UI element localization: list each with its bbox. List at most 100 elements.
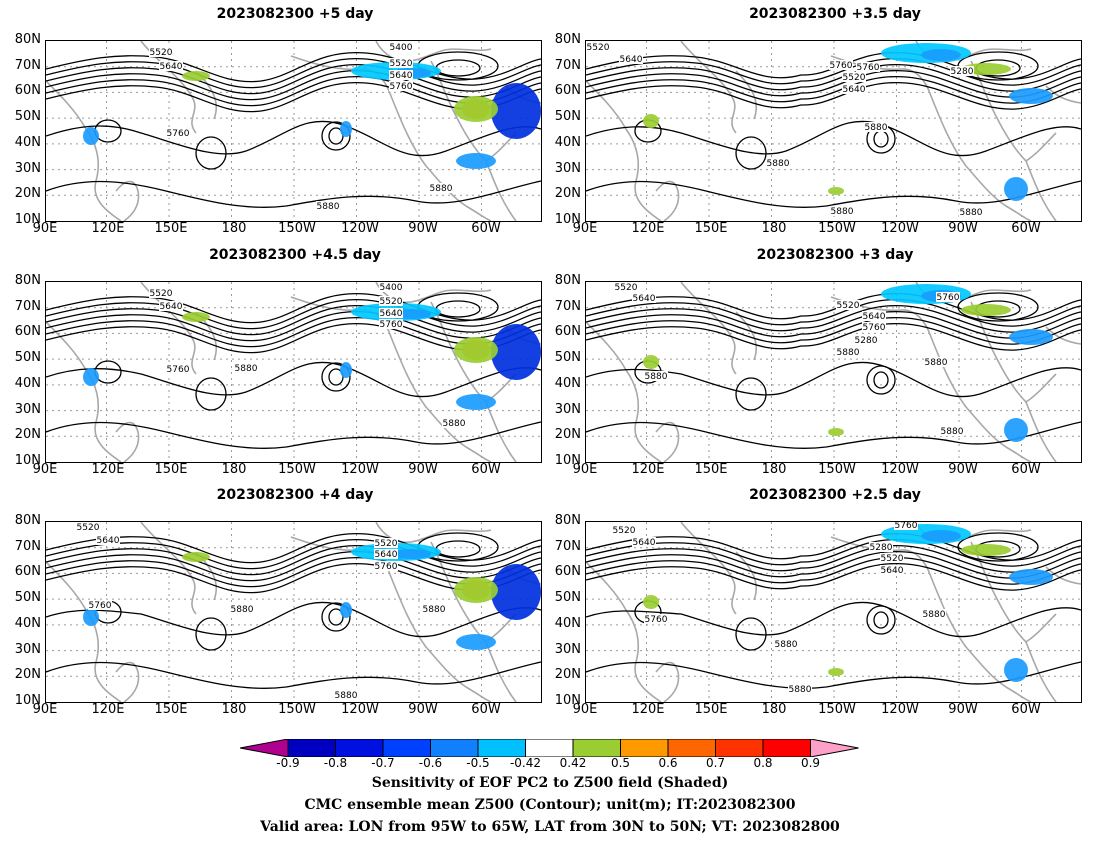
x-axis-label: 150W	[818, 462, 856, 477]
x-axis-label: 150W	[818, 702, 856, 717]
x-axis-label: 90E	[32, 462, 58, 477]
y-axis-label: 40N	[14, 615, 41, 631]
contour-label: 5760	[167, 365, 190, 375]
x-axis-label: 120E	[91, 702, 125, 717]
y-axis-label: 50N	[14, 590, 41, 606]
contour-label: 5880	[423, 605, 446, 615]
contour-label: 5280	[951, 67, 974, 77]
x-axis-label: 90E	[32, 221, 58, 236]
x-axis-label: 120E	[631, 702, 665, 717]
x-axis-label: 120E	[91, 221, 125, 236]
x-axis-label: 60W	[471, 221, 501, 236]
colorbar	[240, 739, 859, 757]
x-axis-label: 90E	[572, 221, 598, 236]
contour-label: 5520	[380, 297, 403, 307]
y-axis-label: 10N	[554, 212, 581, 227]
x-axis-label: 150E	[694, 221, 728, 236]
contour-label: 5640	[633, 538, 656, 548]
y-axis-label: 80N	[554, 32, 581, 47]
y-axis-label: 80N	[14, 273, 41, 288]
x-axis-label: 150E	[154, 462, 188, 477]
y-axis-label: 30N	[14, 160, 41, 176]
contour-label: 5400	[380, 283, 403, 293]
x-axis-label: 150E	[154, 702, 188, 717]
y-axis-label: 10N	[14, 693, 41, 708]
y-axis-label: 60N	[14, 324, 41, 340]
colorbar-segment	[620, 739, 669, 757]
x-axis-label: 180	[221, 462, 247, 477]
colorbar-tick-label: 0.6	[658, 756, 678, 770]
x-axis-label: 90W	[948, 702, 978, 717]
contour-label: 5520	[77, 523, 100, 533]
y-axis-label: 50N	[554, 350, 581, 366]
contour-label: 5400	[390, 43, 413, 53]
x-axis-label: 150W	[278, 702, 316, 717]
contour-label: 5640	[160, 302, 183, 312]
y-axis-label: 50N	[554, 109, 581, 125]
colorbar-segment	[525, 739, 574, 757]
colorbar-segment	[667, 739, 716, 757]
contour-label: 5880	[443, 419, 466, 429]
x-axis-label: 60W	[471, 462, 501, 477]
x-axis-label: 180	[221, 221, 247, 236]
colorbar-segment	[762, 739, 811, 757]
y-axis-label: 70N	[14, 298, 41, 314]
y-axis-label: 40N	[14, 375, 41, 391]
y-axis-label: 10N	[14, 212, 41, 227]
y-axis-label: 30N	[14, 401, 41, 417]
contour-label: 5640	[881, 566, 904, 576]
colorbar-segment	[477, 739, 526, 757]
contour-label: 5520	[615, 283, 638, 293]
y-axis-label: 60N	[14, 564, 41, 580]
map-panel: 5520 5640 5520 5640 5760 5760 5880 5880 5880	[45, 521, 542, 703]
panel-title: 2023082300 +2.5 day	[749, 487, 921, 503]
contour-label: 5880	[775, 640, 798, 650]
y-axis-label: 70N	[554, 538, 581, 554]
contour-label: 5640	[97, 536, 120, 546]
contour-label: 5520	[150, 289, 173, 299]
map-panel: 5520 5640 5280 5520 5640 5760 5760 5880 5880 5880	[585, 521, 1082, 703]
colorbar-segment	[430, 739, 479, 757]
contour-label: 5760	[167, 129, 190, 139]
panel-title: 2023082300 +5 day	[216, 6, 374, 22]
x-axis-label: 90W	[408, 221, 438, 236]
x-axis-label: 60W	[471, 702, 501, 717]
contour-label: 5280	[855, 336, 878, 346]
x-axis-label: 150W	[278, 221, 316, 236]
y-axis-label: 20N	[14, 186, 41, 202]
contour-label: 5760	[645, 615, 668, 625]
x-axis-label: 60W	[1011, 702, 1041, 717]
x-axis-label: 120E	[631, 462, 665, 477]
y-axis-label: 70N	[554, 57, 581, 73]
y-axis-label: 10N	[554, 693, 581, 708]
contour-label: 5760	[390, 82, 413, 92]
contour-label: 5880	[789, 685, 812, 695]
map-canvas: 5520564055205640576052805760588058805880…	[586, 282, 1081, 462]
contour-label: 5880	[865, 123, 888, 133]
y-axis-label: 30N	[554, 160, 581, 176]
contour-label: 5520	[837, 301, 860, 311]
y-axis-label: 20N	[554, 186, 581, 202]
colorbar-tick-label: -0.6	[418, 756, 443, 770]
y-axis-label: 40N	[554, 134, 581, 150]
x-axis-label: 90E	[32, 702, 58, 717]
colorbar-segment	[572, 739, 621, 757]
contour-label: 5880	[235, 364, 258, 374]
colorbar-arrow-right	[810, 739, 859, 757]
x-axis-label: 120E	[631, 221, 665, 236]
x-axis-label: 150E	[694, 702, 728, 717]
contour-label: 5760	[895, 522, 918, 531]
contour-label: 5880	[430, 184, 453, 194]
contour-label: 5880	[923, 610, 946, 620]
y-axis-label: 80N	[554, 273, 581, 288]
contour-label: 5760	[380, 320, 403, 330]
caption-line-3: Valid area: LON from 95W to 65W, LAT fro…	[260, 819, 840, 835]
contour-label: 5880	[941, 427, 964, 437]
contour-label: 5640	[620, 55, 643, 65]
y-axis-label: 80N	[14, 513, 41, 528]
y-axis-label: 70N	[14, 57, 41, 73]
